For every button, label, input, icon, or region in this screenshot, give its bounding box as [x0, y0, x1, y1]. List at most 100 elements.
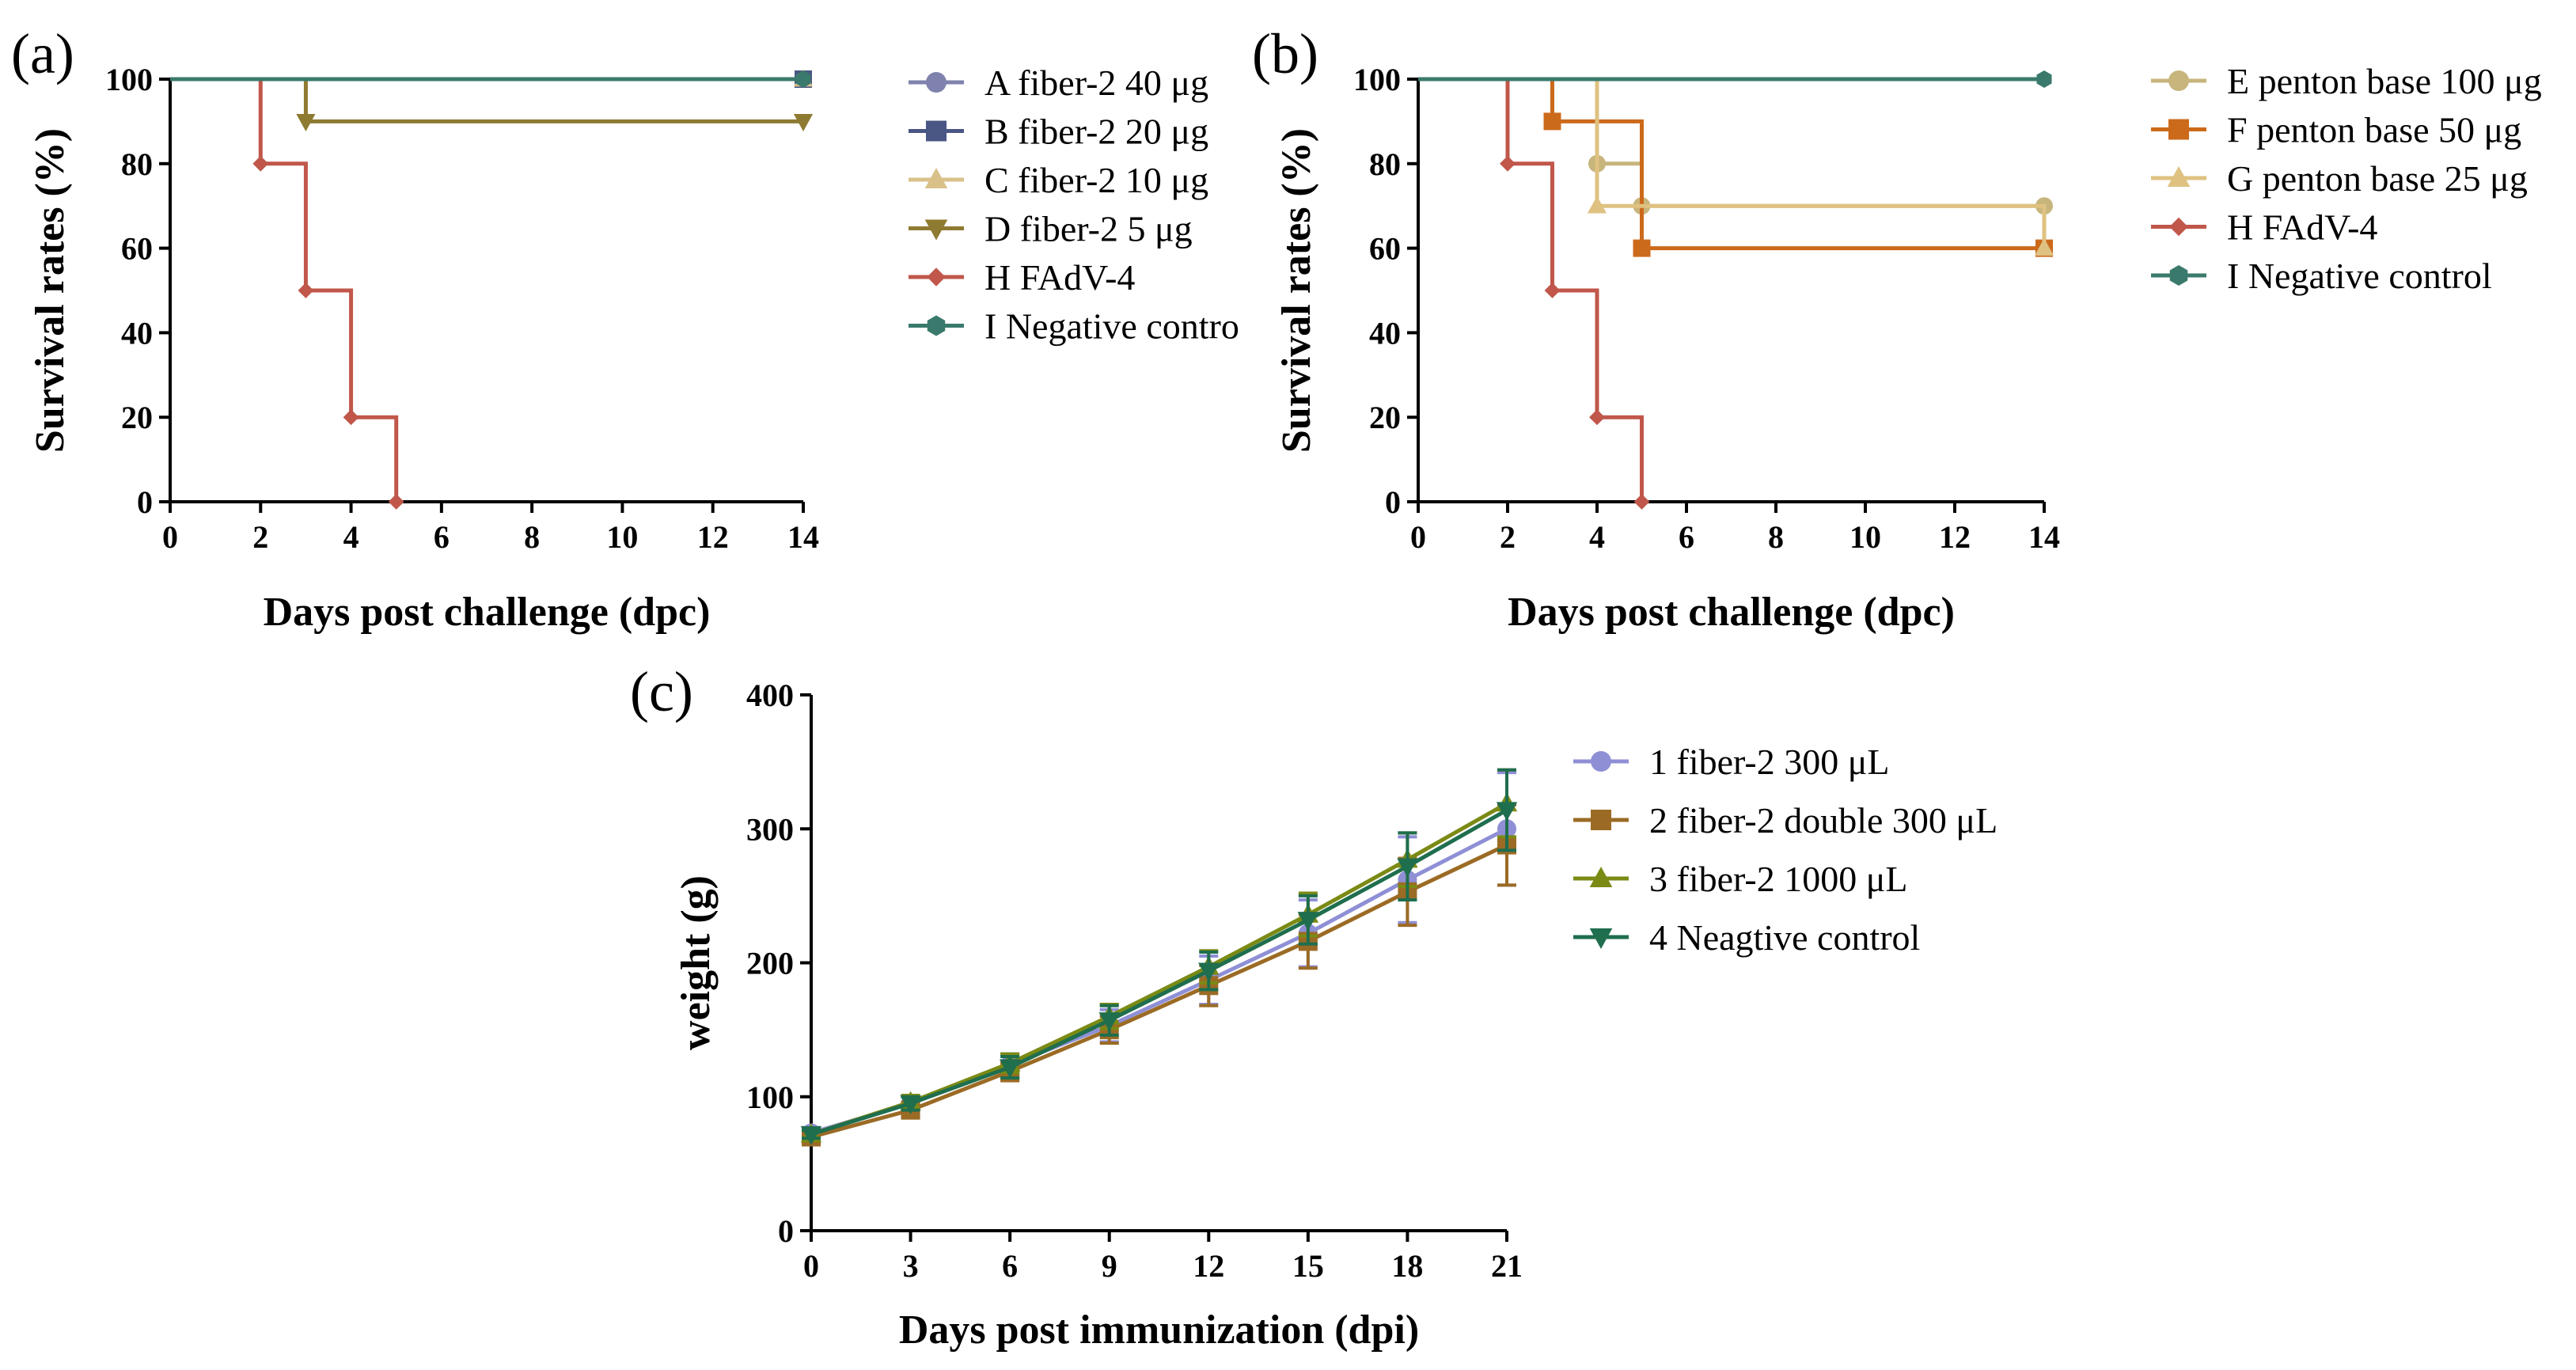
legend-marker	[1591, 751, 1611, 772]
x-tick-label: 18	[1391, 1248, 1423, 1284]
x-tick-label: 10	[1849, 519, 1881, 555]
x-tick-label: 12	[1939, 519, 1971, 555]
legend-marker	[926, 120, 947, 142]
data-point	[800, 1125, 822, 1145]
x-axis-title: Days post immunization (dpi)	[899, 1307, 1419, 1353]
legend-label: I Negative contro	[984, 306, 1239, 347]
legend-marker	[2169, 265, 2188, 286]
x-tick-label: 10	[606, 519, 638, 555]
x-tick-label: 3	[903, 1248, 919, 1284]
legend-item: H FAdV-4	[909, 257, 1135, 298]
legend-item: 3 fiber-2 1000 μL	[1573, 859, 1908, 899]
series-4	[170, 77, 814, 132]
series-1	[802, 771, 1516, 1143]
data-point	[793, 114, 814, 132]
series-line	[1418, 77, 1644, 502]
series-5	[170, 77, 404, 510]
legend: E penton base 100 μg F penton base 50 μg G…	[2151, 61, 2542, 296]
x-axis-title: Days post challenge (dpc)	[1508, 590, 1955, 635]
series-line	[810, 801, 1508, 1137]
x-tick-label: 4	[1589, 519, 1605, 555]
legend-label: G penton base 25 μg	[2227, 158, 2528, 199]
y-tick-label: 0	[137, 484, 153, 520]
panel-label: (b)	[1252, 22, 1318, 85]
data-point	[298, 283, 314, 298]
y-tick-label: 20	[121, 400, 153, 435]
x-tick-label: 0	[1410, 519, 1426, 555]
x-tick-label: 6	[1002, 1248, 1018, 1284]
series-5	[1418, 70, 2052, 88]
x-tick-label: 12	[697, 519, 729, 555]
legend-label: 4 Neagtive control	[1649, 917, 1920, 958]
legend-item: E penton base 100 μg	[2151, 61, 2542, 101]
y-tick-label: 40	[121, 315, 153, 351]
x-tick-label: 14	[2028, 519, 2060, 555]
data-point	[388, 494, 404, 510]
y-tick-label: 60	[121, 231, 153, 267]
legend-label: A fiber-2 40 μg	[984, 63, 1208, 103]
y-tick-label: 100	[1353, 62, 1401, 97]
y-tick-label: 200	[746, 946, 794, 981]
x-tick-label: 21	[1491, 1248, 1523, 1284]
legend-marker	[2167, 166, 2191, 188]
y-axis-title: weight (g)	[673, 875, 719, 1050]
panel-label: (a)	[11, 22, 74, 85]
legend-marker	[1589, 928, 1613, 949]
data-point	[1543, 112, 1561, 131]
x-tick-label: 8	[1768, 519, 1784, 555]
x-tick-label: 0	[803, 1248, 819, 1284]
legend-item: C fiber-2 10 μg	[909, 160, 1208, 200]
y-axis-title: Survival rates (%)	[28, 128, 73, 453]
y-tick-label: 100	[105, 62, 153, 97]
legend-item: G penton base 25 μg	[2151, 158, 2528, 199]
series-6	[170, 70, 811, 88]
x-tick-label: 12	[1193, 1248, 1224, 1284]
legend-marker	[926, 72, 947, 93]
x-tick-label: 14	[787, 519, 819, 555]
data-point	[2034, 237, 2054, 256]
y-tick-label: 300	[746, 811, 794, 847]
legend-marker	[2168, 119, 2189, 140]
legend-item: H FAdV-4	[2151, 207, 2377, 248]
series-3	[800, 768, 1518, 1143]
legend-item: 2 fiber-2 double 300 μL	[1573, 800, 1997, 841]
legend-label: F penton base 50 μg	[2227, 110, 2521, 150]
legend-item: 4 Neagtive control	[1573, 917, 1920, 958]
legend-item: I Negative contro	[909, 306, 1239, 347]
y-axis-title: Survival rates (%)	[1274, 128, 1319, 453]
legend-label: B fiber-2 20 μg	[984, 112, 1208, 152]
series-line	[810, 843, 1508, 1139]
legend-label: 2 fiber-2 double 300 μL	[1649, 800, 1997, 841]
y-tick-label: 0	[778, 1213, 794, 1249]
legend-marker	[1591, 810, 1611, 830]
legend-marker	[927, 315, 946, 336]
x-tick-label: 2	[1500, 519, 1516, 555]
x-tick-label: 15	[1292, 1248, 1324, 1284]
data-point	[900, 1095, 921, 1115]
data-point	[1587, 195, 1607, 214]
series-line	[170, 77, 399, 502]
series-line	[1418, 77, 2044, 208]
legend-label: E penton base 100 μg	[2227, 61, 2542, 101]
x-tick-label: 6	[434, 519, 450, 555]
x-axis-title: Days post challenge (dpc)	[264, 590, 711, 635]
x-tick-label: 0	[162, 519, 178, 555]
data-point	[296, 114, 316, 132]
x-tick-label: 9	[1102, 1248, 1117, 1284]
series-4	[1418, 77, 1650, 510]
y-tick-label: 100	[746, 1080, 794, 1115]
legend-item: F penton base 50 μg	[2151, 110, 2521, 150]
y-tick-label: 400	[746, 677, 794, 713]
data-point	[1297, 912, 1319, 932]
data-point	[2036, 70, 2052, 88]
data-point	[1544, 283, 1561, 298]
data-point	[1198, 962, 1220, 982]
legend: 1 fiber-2 300 μL 2 fiber-2 double 300 μL 3…	[1573, 742, 1997, 958]
x-tick-label: 2	[252, 519, 268, 555]
panel-c: (c) 0 3 6 9 12 15 18 21 0 100 200 300 400 Days post im…	[630, 660, 1997, 1353]
legend-marker	[927, 268, 946, 287]
legend-label: 3 fiber-2 1000 μL	[1649, 859, 1908, 899]
legend-item: B fiber-2 20 μg	[909, 112, 1208, 152]
legend-label: D fiber-2 5 μg	[984, 209, 1193, 249]
